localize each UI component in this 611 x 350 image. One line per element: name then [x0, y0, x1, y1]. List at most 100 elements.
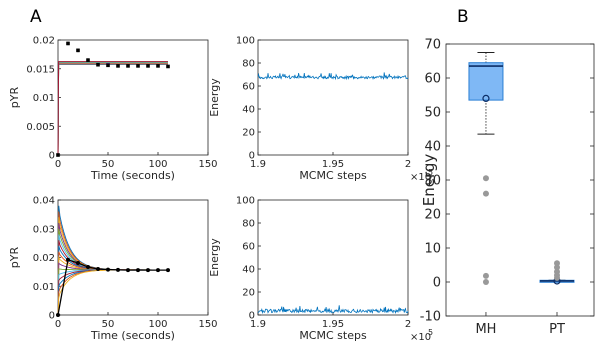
x-tick-label: 1.9: [250, 319, 266, 330]
y-tick-label: 60: [242, 242, 255, 253]
outlier-point: [482, 279, 489, 285]
model-trajectory-line: [57, 61, 168, 156]
outlier-point: [554, 274, 560, 281]
data-point: [56, 153, 60, 157]
y-tick-label: 0.01: [33, 93, 55, 104]
x-axis-label: MCMC steps: [299, 329, 367, 342]
y-tick-label: 80: [242, 219, 255, 230]
data-point: [66, 41, 70, 46]
data-point: [76, 48, 80, 53]
y-tick-label: 20: [242, 288, 255, 299]
y-tick-label: 0: [433, 276, 441, 291]
y-tick-label: 80: [242, 59, 255, 70]
y-tick-label: 40: [242, 105, 255, 116]
y-tick-label: 0: [249, 311, 255, 322]
plot-frame: [445, 43, 595, 317]
y-tick-label: 0: [49, 311, 55, 322]
x-tick-label: 2: [405, 159, 411, 170]
data-point: [86, 58, 90, 62]
data-point: [96, 267, 100, 271]
y-tick-label: 30: [424, 174, 441, 189]
outlier-point: [482, 272, 489, 279]
y-tick-label: 0: [249, 151, 255, 162]
x-tick-label: PT: [549, 322, 565, 337]
model-trajectory-line: [57, 61, 168, 156]
y-tick-label: 40: [242, 265, 255, 276]
plot-frame: [257, 199, 409, 316]
x-tick-label: 1.95: [322, 319, 344, 330]
y-tick-label: 100: [236, 196, 255, 207]
outlier-point: [482, 175, 489, 182]
y-tick-label: 100: [236, 36, 255, 47]
y-tick-label: -10: [420, 310, 441, 325]
outlier-point: [482, 190, 489, 197]
plot-frame: [257, 39, 409, 156]
mean-marker: [482, 94, 490, 103]
y-axis-label: Energy: [420, 154, 438, 207]
y-tick-label: 20: [424, 208, 441, 223]
data-point: [166, 64, 170, 69]
chart-a1-pyr-time: 0 50 100 150 0 0.005 0.01 0.015 0.02 Time (second…: [8, 36, 218, 183]
data-point: [126, 64, 130, 68]
energy-trace-line: [257, 305, 409, 315]
y-tick-label: 0.015: [26, 64, 55, 75]
x-tick-label: 150: [198, 319, 217, 330]
data-point: [156, 268, 160, 273]
energy-trace-line: [257, 72, 409, 81]
ensemble-trajectory-line: [57, 269, 168, 316]
data-point: [86, 264, 90, 269]
ensemble-trajectory-line: [57, 269, 168, 316]
model-trajectory-line: [57, 63, 168, 156]
x-tick-label: 2: [405, 319, 411, 330]
chart-b-energy-boxplot: -10 0 10 20 30 40 50 60 70 Energy MH PT: [420, 38, 595, 337]
y-tick-label: 0.04: [33, 196, 55, 207]
y-tick-label: 40: [424, 140, 441, 155]
y-tick-label: 0.01: [33, 282, 55, 293]
x-axis-label: Time (seconds): [90, 169, 175, 182]
x-tick-label: 50: [102, 159, 115, 170]
data-point: [96, 62, 100, 67]
ensemble-trajectory-line: [57, 269, 168, 316]
data-point: [66, 257, 70, 262]
model-trajectory-line: [57, 62, 168, 156]
x-tick-label: 150: [198, 159, 217, 170]
data-point: [116, 267, 120, 272]
data-point: [106, 63, 110, 68]
ensemble-trajectory-line: [57, 269, 168, 316]
y-tick-label: 0.02: [33, 253, 55, 264]
x-tick-label: 50: [102, 319, 115, 330]
y-tick-label: 60: [424, 72, 441, 87]
data-point: [136, 268, 140, 273]
model-trajectory-line: [57, 62, 168, 156]
model-trajectory-line: [57, 62, 168, 156]
data-point: [56, 313, 60, 317]
panel-label-b: B: [457, 7, 469, 27]
x-exponent-power: 5: [428, 328, 433, 337]
y-tick-label: 60: [242, 82, 255, 93]
y-tick-label: 10: [424, 242, 441, 257]
y-tick-label: 0.02: [33, 36, 55, 47]
x-axis-label: MCMC steps: [299, 169, 367, 182]
y-tick-label: 70: [424, 38, 441, 53]
x-exponent-label: ×10: [410, 172, 431, 183]
x-tick-label: 0: [55, 159, 61, 170]
data-point: [136, 64, 140, 68]
x-tick-label: 1.95: [322, 159, 344, 170]
x-tick-label: 0: [55, 319, 61, 330]
data-point: [76, 260, 80, 265]
ensemble-trajectory-line: [57, 240, 168, 316]
chart-a3-pyr-time: 0 50 100 150 0 0.01 0.02 0.03 0.04 Time (seconds)…: [8, 196, 218, 343]
data-point: [166, 268, 170, 273]
plot-frame: [57, 39, 209, 156]
panel-label-a: A: [30, 7, 42, 27]
y-axis-label: Energy: [208, 238, 221, 277]
outlier-point: [554, 264, 560, 271]
y-axis-label: pYR: [8, 86, 21, 108]
data-point: [106, 267, 110, 272]
x-tick-label: 100: [148, 159, 167, 170]
y-axis-label: Energy: [208, 78, 221, 117]
y-tick-label: 0: [49, 151, 55, 162]
